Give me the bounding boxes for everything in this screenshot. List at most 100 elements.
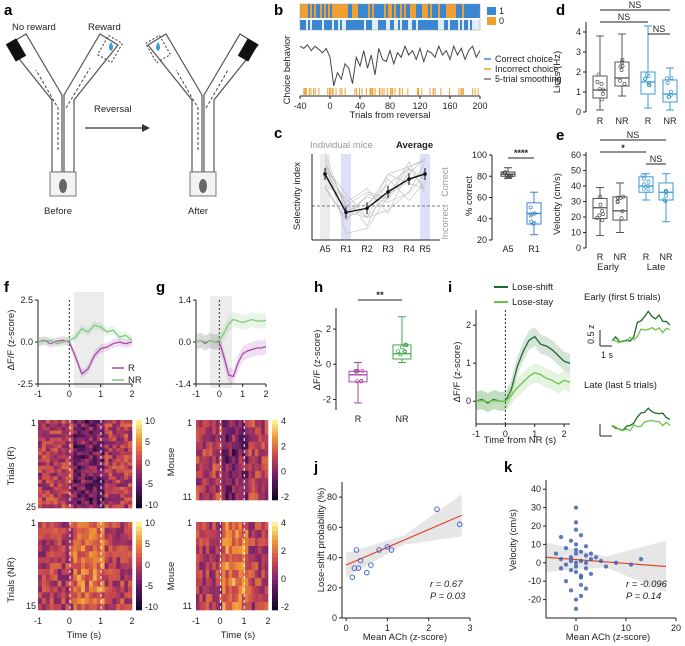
raster-cell [410, 20, 412, 30]
g-hm1-cell [209, 463, 213, 472]
k-point [588, 551, 594, 556]
k-point [573, 505, 579, 510]
f-hm1-cell [61, 472, 66, 477]
g-hm2-cell [254, 522, 259, 531]
f-hm1-cell [61, 497, 66, 502]
f-hm1-cell [81, 441, 86, 445]
h-y-tick-label: 2 [326, 324, 331, 334]
f-hm1-cell [112, 469, 117, 474]
f-hm1-cell [124, 476, 129, 481]
c-box-y-tick-label: 80 [477, 171, 487, 181]
f-hm2-cell [53, 604, 58, 611]
panel-k-letter: k [504, 459, 513, 476]
g-hm2-colorbar-cell [272, 583, 278, 589]
k-point [573, 547, 579, 553]
f-hm1-cell [57, 462, 62, 467]
f-hm1-cell [77, 427, 82, 431]
f-hm1-cell [73, 462, 78, 467]
f-hm1-colorbar-cell [136, 420, 142, 425]
g-hm1-cell [264, 434, 269, 443]
g-hm2-cell [205, 570, 210, 579]
f-hm1-colorbar-cell [136, 499, 142, 504]
f-hm1-cell [53, 427, 58, 431]
f-hm1-cell [104, 458, 109, 463]
g-hm1-cell [254, 463, 259, 472]
raster-cell [442, 4, 444, 18]
f-hm1-cell [128, 504, 133, 509]
f-hm1-cell [104, 427, 109, 431]
g-hm1-colorbar-cell [272, 448, 278, 453]
f-hm1-colorbar-label: 5 [145, 437, 150, 447]
f-hm1-cell [77, 444, 82, 449]
d-point [599, 97, 604, 102]
f-hm2-cell [61, 574, 66, 581]
g-hm1-cell [261, 456, 266, 464]
f-hm1-cell [108, 455, 113, 460]
f-hm2-cell [112, 592, 117, 599]
g-hm2-cell [232, 586, 236, 595]
g-hm1-cell [235, 456, 239, 464]
f-hm1-cell [61, 479, 66, 484]
panel-f-letter: f [4, 279, 10, 296]
g-hm2-cell [264, 602, 269, 611]
g-hm1-cell [196, 470, 200, 479]
raster-cell [316, 20, 318, 30]
f-hm1-cell [57, 469, 62, 474]
g-hm2-colorbar-cell [272, 522, 278, 527]
f-hm2-cell [61, 551, 66, 558]
f-hm1-colorbar-cell [136, 433, 142, 438]
g-hm2-cell [222, 546, 226, 555]
f-hm1-cell [41, 465, 47, 470]
f-hm1-cell [53, 437, 58, 442]
f-hm1-cell [96, 490, 101, 495]
f-hm1-cell [85, 434, 90, 438]
f-hm1-cell [112, 504, 117, 509]
f-hm2-cell [61, 592, 66, 599]
f-hm1-cell [85, 472, 90, 477]
f-hm1-cell [77, 437, 82, 442]
f-hm1-cell [104, 437, 109, 442]
f-hm2-cell [81, 568, 86, 576]
f-hm2-cell [49, 563, 54, 570]
g-hm1-cell [235, 463, 239, 472]
d-x-tick-label: R [597, 116, 604, 126]
f-hm1-cell [116, 483, 121, 488]
f-hm1-cell [53, 486, 58, 491]
f-hm1-cell [61, 504, 66, 509]
g-hm1-cell [228, 470, 233, 479]
f-series-nr [37, 324, 133, 345]
f-hm1-cell [108, 430, 113, 435]
panel-a: a No reward Reward Reversal [4, 2, 259, 217]
f-hm1-cell [41, 479, 47, 484]
f-hm1-cell [53, 493, 58, 498]
f-hm1-cell [104, 504, 109, 509]
f-hm1-cell [128, 420, 133, 424]
f-hm2-cell [69, 580, 74, 587]
g-hm1-cell [232, 449, 236, 457]
f-hm1-cell [120, 497, 125, 502]
f-hm1-cell [69, 423, 74, 428]
f-hm1-cell [69, 462, 74, 467]
g-hm1-cell [258, 492, 262, 501]
g-x-tick-label: 0 [217, 389, 222, 399]
g-hm2-cell [222, 586, 226, 595]
g-hm2-cell [251, 602, 256, 611]
g-hm2-cell [264, 546, 269, 555]
g-hm2-cell [212, 562, 216, 571]
g-hm1-cell [241, 449, 246, 457]
f-hm1-cell [41, 420, 47, 424]
f-hm1-colorbar-label: -10 [145, 500, 158, 510]
g-hm1-cell [225, 427, 230, 435]
f-hm1-cell [120, 434, 125, 438]
f-hm2-cell [124, 604, 129, 611]
j-stat-p: P = 0.03 [430, 591, 466, 602]
f-hm1-cell [120, 469, 125, 474]
raster-cell [434, 20, 436, 30]
g-hm2-cell [202, 554, 207, 563]
f-hm2-cell [116, 533, 121, 540]
g-hm2-cell [222, 530, 226, 539]
g-hm2-cell [251, 562, 256, 571]
g-hm1-cell [248, 492, 252, 501]
g-hm1-cell [215, 485, 220, 494]
